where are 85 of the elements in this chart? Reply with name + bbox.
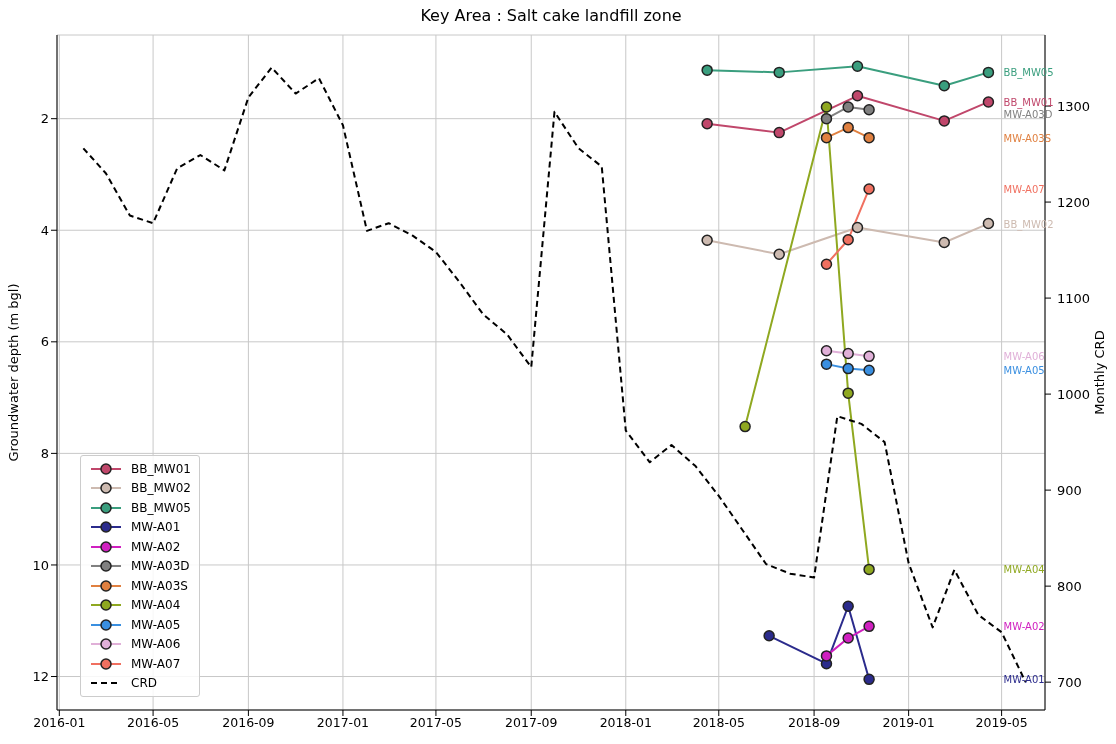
annotation: MW-A01 [1003,674,1045,686]
annotation: MW-A05 [1003,365,1045,377]
y-axis-title: Groundwater depth (m bgl) [5,283,21,462]
y2-tick-label: 900 [1057,482,1082,498]
point [938,80,951,92]
point [863,350,875,363]
y2-tick-label: 1300 [1057,98,1091,114]
y-tick-label: 10 [32,557,49,573]
point [863,563,875,576]
y-tick-label: 12 [32,669,49,685]
point [982,66,995,79]
annotation: MW-A07 [1003,183,1045,195]
point [701,64,713,76]
point [842,233,854,246]
x-tick-label: 2017-09 [505,714,558,730]
y2-tick-label: 1000 [1057,386,1091,402]
point [863,364,875,377]
x-tick-label: 2018-01 [599,714,652,730]
x-tick-label: 2017-01 [316,714,370,730]
point [820,344,833,357]
y2-tick-label: 1100 [1057,290,1091,306]
point [851,90,864,102]
legend-label: BB_MW02 [131,481,191,496]
x-tick-label: 2019-01 [882,714,935,730]
x-tick-label: 2018-05 [692,714,745,730]
y2-tick-label: 800 [1057,578,1082,594]
x-tick-label: 2017-05 [409,714,463,730]
point [820,101,833,113]
x-tick-label: 2016-09 [222,714,275,730]
legend-label: CRD [131,676,157,691]
legend-label: MW-A02 [131,539,181,554]
point [842,600,854,612]
x-tick-label: 2019-05 [975,714,1028,730]
point [773,66,785,79]
point [863,183,875,195]
point [842,362,854,375]
point [820,650,833,662]
point [851,221,864,234]
annotation: MW-A06 [1003,351,1045,363]
legend-label: MW-A01 [131,520,181,535]
point [701,234,713,247]
point [763,630,775,642]
y-tick-label: 6 [40,334,49,350]
point [820,112,833,125]
annotation: MW-A02 [1003,621,1045,633]
legend-label: BB_MW01 [131,461,191,476]
legend-label: BB_MW05 [131,500,191,515]
point [842,632,854,644]
point [820,358,833,370]
y-tick-label: 2 [40,111,49,127]
legend-label: MW-A04 [131,598,181,613]
point [701,117,713,130]
point [842,121,854,134]
point [773,126,785,139]
point [938,115,951,127]
x-tick-label: 2016-01 [33,714,86,730]
y-tick-label: 8 [40,446,49,461]
y-tick-label: 4 [40,222,49,238]
point [842,347,854,360]
point [851,60,864,72]
legend-label: MW-A03D [131,559,190,574]
annotation: MW-A04 [1003,564,1045,576]
point [863,620,875,633]
point [863,673,875,686]
point [982,217,995,230]
legend-label: MW-A03S [131,578,188,593]
point [739,420,751,433]
legend-label: MW-A05 [131,617,181,632]
point [982,96,995,108]
legend-label: MW-A07 [131,656,181,671]
y2-tick-label: 1200 [1057,194,1091,210]
point [820,131,833,144]
point [820,258,833,271]
chart-title: Key Area : Salt cake landfill zone [419,6,683,25]
x-tick-label: 2018-09 [787,714,841,730]
y2-axis-title: Monthly CRD [1091,330,1107,415]
x-tick-label: 2016-05 [126,714,180,730]
legend-label: MW-A06 [131,637,181,652]
point [863,131,875,144]
point [842,387,854,399]
point [863,104,875,116]
point [938,236,951,249]
point [842,101,854,113]
point [773,248,785,260]
y2-tick-label: 700 [1057,674,1082,690]
